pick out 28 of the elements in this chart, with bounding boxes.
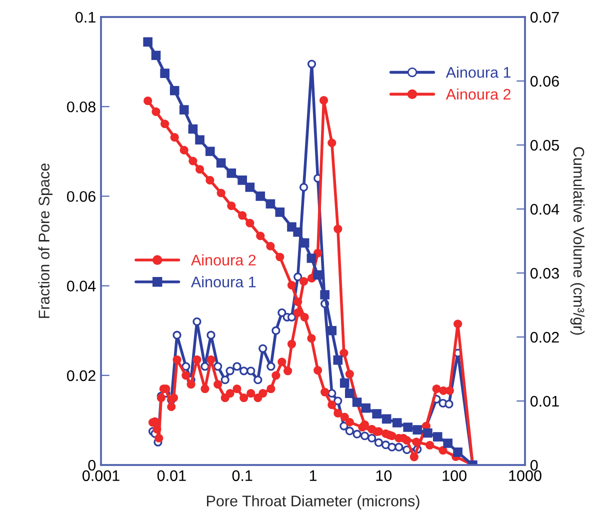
legend-label: Ainoura 1 (190, 276, 256, 288)
x-tick-label: 1000 (509, 470, 542, 482)
y2-tick-label: 0.05 (530, 140, 559, 151)
legend-label: Ainoura 2 (190, 254, 256, 266)
x-tick-label: 0.1 (232, 470, 252, 482)
y-tick-label: 0 (88, 460, 96, 471)
y2-axis-title: Cumulative Volume (cm³/gr) (570, 147, 585, 335)
x-tick-label: 0.01 (157, 470, 186, 482)
x-tick-label: 0.001 (82, 470, 120, 482)
y-tick-label: 0.04 (67, 280, 96, 292)
y2-tick-label: 0.06 (530, 76, 559, 87)
x-tick-label: 100 (442, 470, 466, 482)
y-tick-label: 0.02 (67, 370, 96, 382)
y-axis-title: Fraction of Pore Space (38, 164, 53, 318)
y-tick-label: 0.06 (67, 191, 96, 202)
x-axis-title: Pore Throat Diameter (microns) (207, 495, 420, 510)
legend-label: Ainoura 2 (446, 88, 510, 100)
y2-tick-label: 0.04 (530, 204, 560, 215)
x-tick-label: 10 (376, 470, 392, 482)
y2-tick-label: 0 (530, 460, 538, 471)
x-tick-label: 1 (310, 470, 317, 481)
y2-tick-label: 0.07 (530, 12, 559, 23)
y-tick-label: 0.1 (76, 12, 96, 23)
legend-label: Ainoura 1 (446, 66, 511, 78)
y2-tick-label: 0.01 (530, 396, 559, 407)
y2-tick-label: 0.03 (530, 268, 559, 279)
y2-tick-label: 0.02 (530, 332, 559, 343)
y-tick-label: 0.08 (67, 101, 96, 112)
